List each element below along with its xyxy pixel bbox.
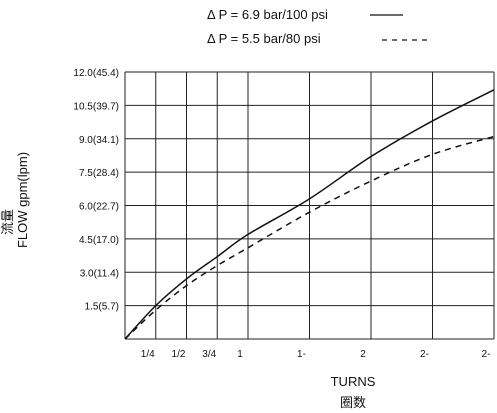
y-tick-label: 1.5(5.7) bbox=[85, 302, 119, 313]
y-tick-label: 6.0(22.7) bbox=[79, 202, 119, 213]
y-tick-label: 9.0(34.1) bbox=[79, 135, 119, 146]
series-lines bbox=[124, 89, 495, 340]
legend: Δ P = 6.9 bar/100 psi Δ P = 5.5 bar/80 p… bbox=[207, 7, 428, 46]
y-tick-labels: 1.5(5.7) 3.0(11.4) 4.5(17.0) 6.0(22.7) 7.5(2… bbox=[73, 68, 119, 313]
x-tick-label: 3/4 bbox=[202, 349, 216, 360]
x-tick-label: 2- bbox=[420, 349, 429, 360]
x-axis-title: TURNS bbox=[331, 374, 376, 389]
x-axis-subtitle: 圈数 bbox=[340, 395, 366, 410]
series-line-solid bbox=[124, 89, 495, 340]
x-tick-label: 1- bbox=[297, 349, 306, 360]
y-tick-label: 10.5(39.7) bbox=[73, 101, 119, 112]
grid bbox=[124, 71, 495, 340]
y-tick-label: 7.5(28.4) bbox=[79, 168, 119, 179]
series-line-dashed bbox=[124, 135, 495, 340]
x-tick-label: 2- bbox=[482, 349, 491, 360]
y-tick-label: 12.0(45.4) bbox=[73, 68, 119, 79]
y-tick-label: 3.0(11.4) bbox=[80, 268, 119, 279]
x-tick-labels: 1/4 1/2 3/4 1 1- 2 2- 2- bbox=[141, 349, 491, 360]
y-tick-label: 4.5(17.0) bbox=[79, 235, 119, 246]
x-tick-label: 1 bbox=[237, 349, 243, 360]
legend-label-solid: Δ P = 6.9 bar/100 psi bbox=[207, 7, 328, 22]
x-tick-label: 1/2 bbox=[172, 349, 186, 360]
y-axis-subtitle: 流量 bbox=[0, 209, 15, 235]
x-tick-label: 2 bbox=[360, 349, 366, 360]
legend-label-dashed: Δ P = 5.5 bar/80 psi bbox=[207, 31, 321, 46]
y-axis-title: FLOW gpm(lpm) bbox=[15, 152, 30, 248]
x-tick-label: 1/4 bbox=[141, 349, 155, 360]
